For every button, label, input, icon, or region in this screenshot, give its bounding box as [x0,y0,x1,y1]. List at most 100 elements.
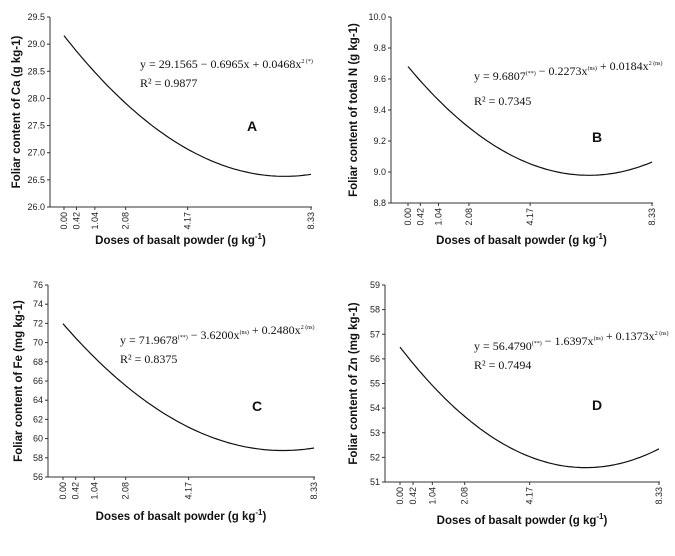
x-tick-label: 1.04 [89,482,99,500]
y-tick-label: 52 [370,452,380,462]
equation-term: y = 56.4790 [474,339,532,353]
x-tick-label: 4.17 [183,212,193,230]
equation-term: − 3.6200x [188,328,240,342]
x-axis-label: Doses of basalt powder (g kg-1) [437,512,608,527]
y-tick-label: 28.5 [27,66,45,76]
equation-superscript: 2 (ns) [301,324,315,331]
panel-letter: B [592,129,602,145]
y-tick-label: 26.5 [27,175,45,185]
equation-superscript: (**) [526,70,536,77]
y-tick-label: 27.5 [27,121,45,131]
equation-term: + 0.0468x [250,57,302,71]
y-tick-label: 9.4 [373,105,386,115]
panel-letter: C [252,398,262,414]
regression-curve [62,323,315,452]
x-tick-label: 0.42 [71,212,81,230]
equation-term: − 0.6965x [198,57,250,71]
y-tick-label: 28.0 [27,93,45,103]
panel-a: 26.0 26.5 27.0 27.5 28.0 28.5 29.0 29.5 0.00 0.42… [11,12,316,247]
x-tick-label: 0.00 [403,208,413,226]
y-tick-label: 58 [33,453,43,463]
panel-letter: D [592,397,602,413]
panel-c: 56 58 60 62 64 66 68 70 72 74 76 0.00 0.42 1.04 2.08 4.… [13,280,319,523]
y-tick-label: 53 [370,428,380,438]
x-tick-label: 1.04 [427,487,437,505]
y-tick-label: 60 [33,434,43,444]
x-axis-label-text: Doses of basalt powder (g kg [95,235,255,247]
y-axis-label: Foliar content of Ca (g kg-1) [11,35,23,188]
x-tick-label: 2.08 [121,482,131,500]
x-tick-label: 0.42 [71,482,81,500]
equation-superscript: 2 (*) [301,58,313,65]
x-axis-label: Doses of basalt powder (g kg-1) [96,508,267,523]
y-axis-label: Foliar content of Fe (mg kg-1) [13,300,25,462]
x-axis-label-text: Doses of basalt powder (g kg [436,235,596,247]
equation-superscript: (ns) [588,65,597,72]
x-tick-label: 8.33 [654,487,664,505]
equation-superscript: (**) [178,334,188,341]
x-tick-label: 0.00 [59,212,69,230]
x-tick-label: 0.00 [58,482,68,500]
y-tick-label: 57 [370,329,380,339]
equation-term: + 0.1373x [603,329,655,343]
regression-equation: y = 56.4790(**) − 1.6397x(ns) + 0.1373x2… [474,329,669,353]
equation-superscript: 2 (ns) [649,60,663,67]
y-tick-label: 62 [33,414,43,424]
y-tick-label: 51 [370,477,380,487]
x-axis-label-sup: -1 [255,508,263,517]
y-tick-label: 76 [33,280,43,290]
x-axis-label-end: ) [263,511,267,523]
x-tick-label: 4.17 [525,487,535,505]
y-tick-label: 55 [370,379,380,389]
x-axis-label-end: ) [262,235,266,247]
x-tick-label: 0.42 [408,487,418,505]
x-tick-label: 2.08 [460,487,470,505]
y-axis-label: Foliar content of total N (g kg-1) [348,23,360,197]
x-tick-label: 2.08 [121,212,131,230]
equation-term: y = 29.1565 [140,57,198,71]
y-tick-label: 29.5 [27,12,45,22]
y-tick-label: 68 [33,357,43,367]
y-tick-label: 56 [370,354,380,364]
equation-superscript: (ns) [240,329,249,336]
y-axis-label: Foliar content of Zn (mg kg-1) [348,302,360,464]
equation-superscript: 2 (ns) [655,330,669,337]
equation-term: − 0.2273x [536,64,588,78]
y-tick-label: 72 [33,318,43,328]
y-tick-label: 74 [33,299,43,309]
x-tick-label: 0.00 [395,487,405,505]
equation-term: + 0.2480x [249,323,301,337]
regression-curve [399,346,660,469]
y-tick-label: 9.0 [373,167,386,177]
y-tick-label: 59 [370,280,380,290]
y-tick-label: 9.2 [373,136,386,146]
regression-equation: y = 9.6807(**) − 0.2273x(ns) + 0.0184x2 … [474,59,663,83]
x-axis-label: Doses of basalt powder (g kg-1) [95,232,266,247]
panel-b: 8.8 9.0 9.2 9.4 9.6 9.8 10.0 0.00 0.42 1.04 2.08 4.… [348,12,663,247]
x-tick-label: 4.17 [525,208,535,226]
x-tick-label: 4.17 [184,482,194,500]
regression-curve [63,35,312,177]
x-axis-label: Doses of basalt powder (g kg-1) [436,232,607,247]
x-tick-label: 8.33 [647,208,657,226]
x-axis-label-end: ) [603,235,607,247]
y-tick-label: 29.0 [27,39,45,49]
y-tick-label: 54 [370,403,380,413]
equation-term: − 1.6397x [542,334,594,348]
regression-curve [407,66,653,176]
equation-term: y = 71.9678 [120,333,178,347]
x-axis-label-text: Doses of basalt powder (g kg [96,511,256,523]
x-axis-label-sup: -1 [596,232,604,241]
x-axis-label-text: Doses of basalt powder (g kg [437,515,597,527]
y-tick-label: 26.0 [27,202,45,212]
y-tick-label: 66 [33,376,43,386]
x-axis-label-end: ) [604,515,608,527]
y-tick-label: 27.0 [27,148,45,158]
x-axis-label-sup: -1 [596,512,604,521]
r-squared: R² = 0.7494 [474,358,531,372]
y-tick-label: 9.6 [373,74,386,84]
r-squared: R² = 0.9877 [140,76,197,90]
y-tick-label: 56 [33,472,43,482]
y-tick-label: 58 [370,305,380,315]
